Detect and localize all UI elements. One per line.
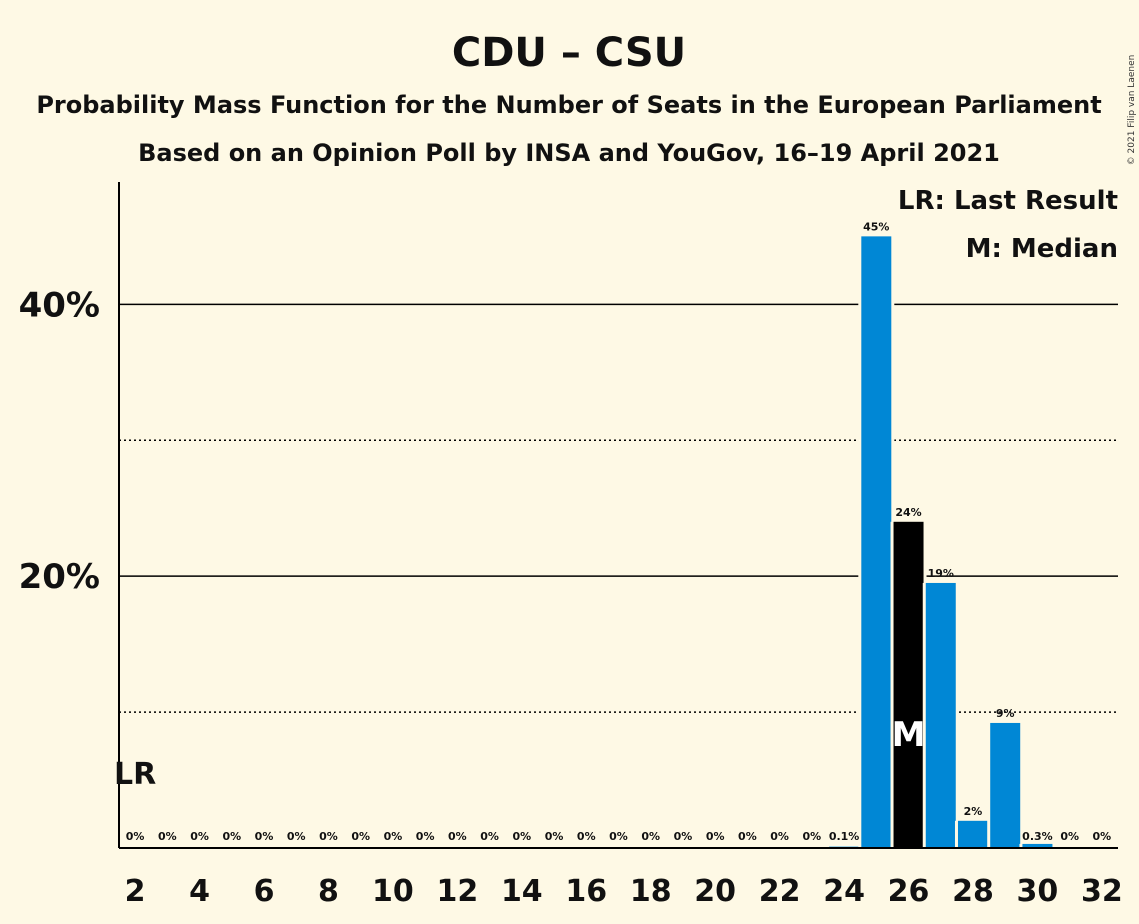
x-tick-label: 6	[254, 874, 275, 909]
last-result-marker: LR	[114, 757, 156, 792]
x-tick-label: 20	[694, 874, 736, 909]
bar-value-label: 0%	[190, 830, 209, 843]
bar-value-label: 45%	[863, 220, 889, 233]
legend-median: M: Median	[966, 234, 1118, 264]
x-tick-label: 22	[759, 874, 801, 909]
bar-value-label: 0%	[609, 830, 628, 843]
bar-value-label: 0%	[222, 830, 241, 843]
x-tick-label: 18	[630, 874, 672, 909]
x-tick-label: 4	[189, 874, 210, 909]
median-marker: M	[892, 715, 926, 755]
markers: M LR	[114, 715, 925, 792]
bar-value-label: 0%	[770, 830, 789, 843]
bar-value-label: 9%	[996, 707, 1015, 720]
bar-value-label: 0%	[577, 830, 596, 843]
bar-value-label: 24%	[895, 506, 921, 519]
legend-last-result: LR: Last Result	[898, 186, 1118, 216]
x-tick-label: 10	[372, 874, 414, 909]
bars	[826, 236, 1056, 849]
bar	[893, 521, 924, 848]
bar-value-label: 0%	[416, 830, 435, 843]
chart-subtitle: Probability Mass Function for the Number…	[36, 91, 1101, 119]
bar-value-label: 2%	[964, 805, 983, 818]
bar-value-label: 0%	[512, 830, 531, 843]
x-tick-label: 12	[436, 874, 478, 909]
bar-value-label: 0%	[706, 830, 725, 843]
gridlines	[119, 303, 1118, 713]
bar-value-label: 0%	[738, 830, 757, 843]
bar-value-label: 0%	[448, 830, 467, 843]
bar-value-label: 0%	[545, 830, 564, 843]
x-tick-label: 30	[1017, 874, 1059, 909]
bar-value-label: 0%	[480, 830, 499, 843]
bar	[957, 820, 988, 848]
bar-value-label: 0%	[641, 830, 660, 843]
bar-value-label: 0%	[1060, 830, 1079, 843]
bar-value-label: 0.1%	[829, 830, 860, 843]
bar	[1022, 843, 1053, 848]
x-tick-label: 2	[125, 874, 146, 909]
bar-value-label: 0%	[255, 830, 274, 843]
bar-value-label: 0%	[351, 830, 370, 843]
copyright-note: © 2021 Filip van Laenen	[1127, 55, 1137, 166]
x-axis: 2 4 6 8 10 12 14 16 18 20 22 24 26 28 30 32	[119, 847, 1123, 909]
bar-value-label: 19%	[928, 567, 954, 580]
x-tick-label: 32	[1081, 874, 1123, 909]
bar	[861, 236, 892, 849]
x-tick-label: 26	[888, 874, 930, 909]
y-tick-label: 20%	[19, 557, 100, 597]
bar-value-label: 0%	[126, 830, 145, 843]
chart-source-subtitle: Based on an Opinion Poll by INSA and You…	[138, 139, 1000, 167]
bar-value-label: 0%	[1093, 830, 1112, 843]
y-axis: 20% 40%	[19, 182, 120, 848]
bar-value-label: 0%	[319, 830, 338, 843]
bar-value-label: 0%	[158, 830, 177, 843]
bar-labels: 0% 0% 0% 0% 0% 0% 0% 0% 0% 0% 0% 0% 0% 0% 0% 0% 0% 0% 0% 0%…	[126, 220, 1111, 843]
bar-value-label: 0%	[803, 830, 822, 843]
x-tick-label: 8	[318, 874, 339, 909]
x-tick-label: 14	[501, 874, 543, 909]
x-tick-label: 24	[823, 874, 865, 909]
x-tick-label: 28	[952, 874, 994, 909]
x-tick-label: 16	[565, 874, 607, 909]
bar-value-label: 0%	[384, 830, 403, 843]
bar-value-label: 0.3%	[1022, 830, 1053, 843]
bar	[925, 582, 956, 848]
bar	[990, 722, 1021, 848]
bar-value-label: 0%	[287, 830, 306, 843]
chart-title: CDU – CSU	[452, 30, 686, 76]
bar-value-label: 0%	[674, 830, 693, 843]
y-tick-label: 40%	[19, 285, 100, 325]
